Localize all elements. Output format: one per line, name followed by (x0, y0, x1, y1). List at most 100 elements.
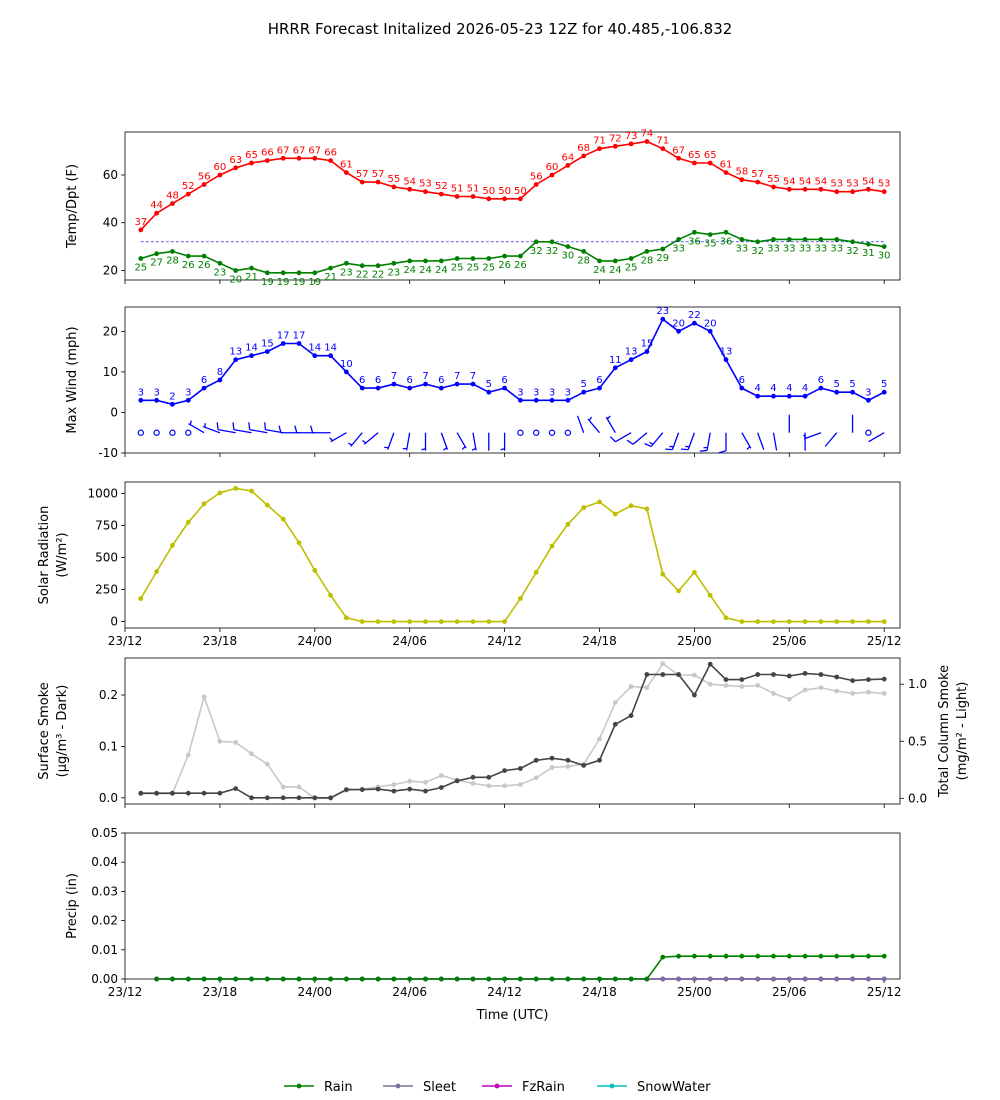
data-point-wind (723, 357, 729, 363)
data-point-smoke_column (628, 684, 634, 689)
wind-barb-feather (718, 450, 727, 454)
data-point-solar (565, 521, 571, 527)
wind-barb-staff (741, 432, 752, 449)
data-point-rain (881, 953, 887, 959)
data-point-wind (881, 389, 887, 395)
data-point-wind (375, 385, 381, 391)
data-point-sleet (881, 976, 887, 982)
data-point-smoke_surface (597, 757, 602, 763)
data-label-temp: 56 (198, 172, 211, 183)
data-point-dewpoint (597, 258, 602, 264)
y-axis-units: (μg/m³ - Dark) (55, 685, 70, 778)
x-tick-label: 24/18 (582, 985, 617, 999)
data-label-temp: 65 (688, 150, 701, 161)
data-label-temp: 53 (878, 179, 891, 190)
data-point-wind (866, 397, 871, 403)
data-label-dewpoint: 33 (815, 243, 828, 254)
wind-barb (868, 432, 885, 443)
data-point-solar (312, 568, 318, 573)
data-point-dewpoint (233, 268, 239, 273)
data-label-wind: 7 (454, 371, 460, 382)
data-label-dewpoint: 25 (134, 263, 147, 274)
data-point-smoke_surface (533, 757, 539, 763)
y-tick-label: 20 (103, 263, 118, 277)
data-point-smoke_surface (612, 721, 618, 727)
data-point-wind (359, 385, 365, 391)
data-point-dewpoint (423, 258, 428, 264)
data-point-solar (486, 619, 492, 624)
data-point-smoke_column (423, 779, 428, 785)
wind-barb-calm (153, 429, 160, 436)
data-point-sleet (771, 976, 776, 982)
data-point-smoke_column (217, 738, 223, 744)
data-point-rain (154, 976, 160, 982)
data-point-rain (328, 976, 333, 982)
data-label-wind: 5 (881, 379, 887, 390)
x-tick-label: 24/12 (487, 985, 522, 999)
wind-barb-calm (564, 429, 572, 436)
y-right-axis-label: Total Column Smoke (937, 665, 952, 798)
wind-barb-half-feather (588, 416, 593, 421)
data-point-rain (565, 976, 571, 982)
y-tick-label: 0.01 (91, 943, 118, 957)
data-label-dewpoint: 28 (641, 255, 654, 266)
data-point-solar (470, 619, 476, 624)
wind-barb (576, 415, 585, 433)
wind-barb (699, 432, 711, 452)
data-point-wind (612, 365, 618, 371)
wind-barb (232, 422, 252, 434)
wind-barb-staff (687, 432, 695, 450)
data-point-solar (771, 619, 776, 624)
x-tick-label: 24/00 (297, 985, 332, 999)
wind-barb-half-feather (329, 437, 334, 442)
data-point-dewpoint (170, 249, 175, 254)
wind-barb (402, 432, 411, 451)
data-label-dewpoint: 19 (308, 277, 321, 288)
data-point-wind (438, 385, 444, 391)
data-label-dewpoint: 21 (324, 272, 337, 283)
data-point-solar (217, 490, 223, 496)
data-point-solar (660, 571, 666, 577)
data-point-solar (644, 506, 650, 512)
data-label-dewpoint: 32 (530, 246, 543, 257)
data-point-solar (423, 619, 428, 624)
wind-barb-half-feather (347, 442, 353, 446)
data-label-dewpoint: 20 (229, 274, 242, 285)
data-point-smoke_column (771, 691, 776, 696)
data-label-temp: 67 (672, 145, 685, 156)
y-tick-label: 250 (95, 583, 118, 597)
data-point-solar (739, 619, 745, 624)
data-label-dewpoint: 24 (403, 265, 416, 276)
data-point-rain (217, 976, 223, 982)
wind-barb (471, 432, 477, 451)
data-point-solar (723, 615, 729, 621)
wind-barb-staff (330, 432, 347, 443)
data-point-smoke_surface (502, 768, 507, 773)
data-point-rain (344, 976, 349, 982)
data-point-dewpoint (834, 237, 840, 242)
data-point-solar (264, 502, 270, 508)
data-label-wind: 5 (849, 379, 855, 390)
data-label-temp: 58 (735, 167, 748, 178)
data-point-wind (581, 389, 587, 395)
data-point-solar (692, 569, 697, 575)
x-tick-label: 24/12 (487, 634, 522, 648)
data-point-rain (185, 976, 191, 982)
data-point-smoke_column (518, 782, 523, 787)
data-point-dewpoint (581, 249, 587, 254)
y-axis-label: Solar Radiation (37, 506, 52, 605)
data-point-wind (296, 341, 302, 346)
wind-barb-staff (576, 415, 585, 433)
data-point-smoke_surface (881, 676, 887, 682)
data-label-temp: 68 (577, 143, 590, 154)
data-label-temp: 66 (261, 148, 274, 159)
data-label-wind: 3 (517, 387, 523, 398)
data-label-dewpoint: 24 (419, 265, 432, 276)
data-point-rain (628, 976, 634, 982)
x-tick-label: 23/12 (108, 985, 143, 999)
data-point-temp (201, 182, 207, 187)
y-tick-label: 0.0 (99, 791, 118, 805)
data-point-sleet (802, 976, 808, 982)
data-label-temp: 60 (546, 162, 559, 173)
